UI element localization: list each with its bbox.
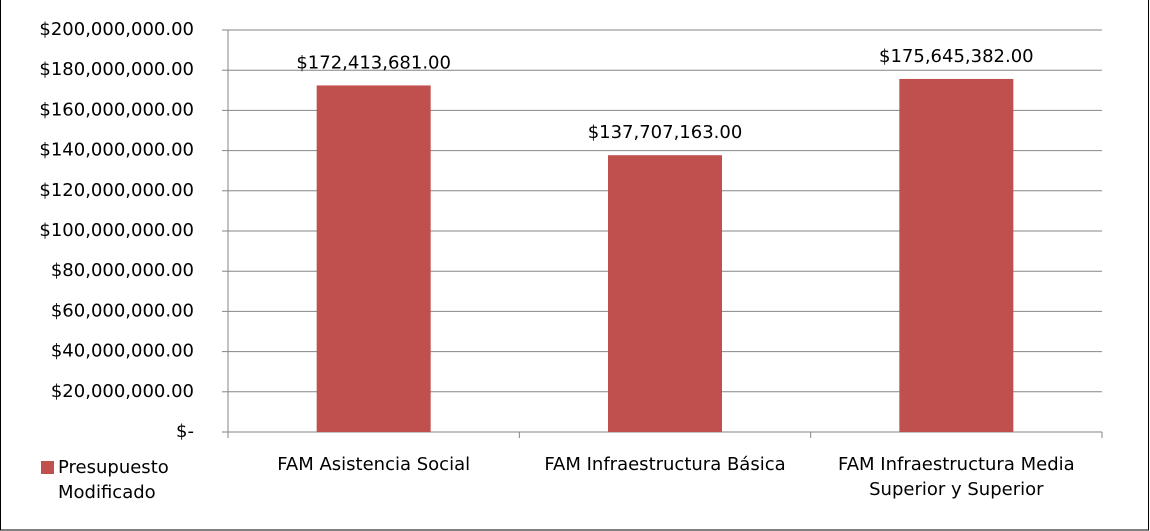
y-tick-label: $200,000,000.00: [39, 19, 194, 40]
y-tick-label: $-: [176, 421, 194, 442]
y-tick-label: $180,000,000.00: [39, 59, 194, 80]
x-tick-label: FAM Infraestructura Básica: [544, 454, 786, 475]
x-tick-label: FAM Asistencia Social: [277, 454, 471, 475]
bar: [899, 78, 1014, 432]
y-tick-label: $140,000,000.00: [39, 140, 194, 161]
y-tick-label: $80,000,000.00: [51, 260, 194, 281]
x-tick-label: FAM Infraestructura Media Superior y Sup…: [838, 454, 1075, 500]
legend-swatch: [41, 461, 54, 474]
y-tick-label: $40,000,000.00: [51, 341, 194, 362]
y-tick-label: $60,000,000.00: [51, 300, 194, 321]
data-label: $175,645,382.00: [879, 46, 1034, 67]
bar: [316, 85, 431, 433]
y-tick-label: $20,000,000.00: [51, 381, 194, 402]
data-label: $172,413,681.00: [296, 52, 451, 73]
y-tick-label: $100,000,000.00: [39, 220, 194, 241]
y-tick-label: $160,000,000.00: [39, 99, 194, 120]
bar: [608, 155, 722, 432]
legend-label: Presupuesto Modificado: [58, 457, 169, 503]
data-label: $137,707,163.00: [588, 122, 743, 143]
y-tick-label: $120,000,000.00: [39, 180, 194, 201]
